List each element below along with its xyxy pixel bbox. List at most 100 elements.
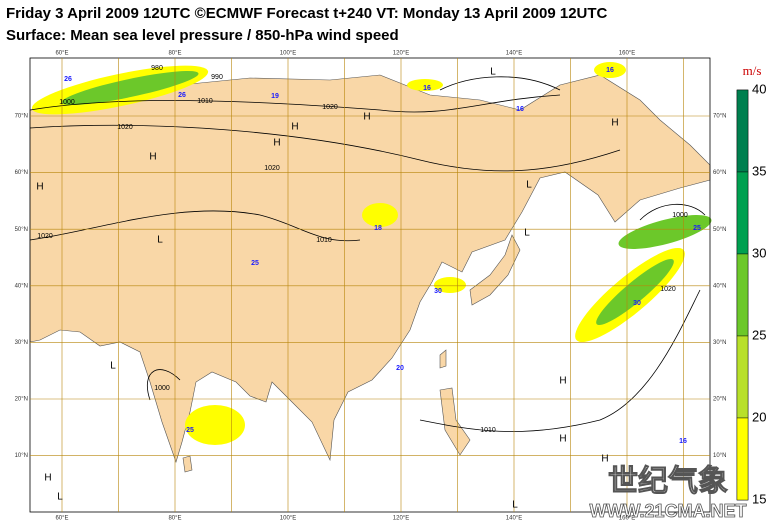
isobar-label: 1010	[197, 98, 213, 105]
latitude-label: 70°N	[713, 114, 726, 120]
wind-patch	[362, 203, 398, 227]
isobar-label: 1020	[660, 286, 676, 293]
title: Friday 3 April 2009 12UTC ©ECMWF Forecas…	[6, 5, 608, 22]
land-philippines	[439, 387, 471, 456]
isobar-label: 1010	[480, 427, 496, 434]
longitude-label: 160°E	[619, 51, 635, 57]
isobar-label: 1020	[37, 233, 53, 240]
wind-max-label: 16	[606, 67, 614, 74]
pressure-center: H	[44, 473, 51, 484]
isobar	[29, 94, 561, 113]
pressure-center: H	[291, 122, 298, 133]
land-sri-lanka	[182, 455, 193, 473]
wind-max-label: 16	[516, 106, 524, 113]
colorbar-segment	[736, 89, 749, 173]
wind-max-label: 25	[186, 427, 194, 434]
isobar	[146, 369, 181, 401]
latitude-label: 10°N	[713, 453, 726, 459]
colorbar-level: 15	[752, 491, 766, 506]
wind-patch	[594, 62, 626, 78]
wind-max-label: 19	[271, 93, 279, 100]
pressure-center: L	[526, 180, 532, 191]
wind-shading	[31, 62, 712, 445]
wind-max-label: 16	[679, 438, 687, 445]
wind-max-label: 18	[374, 225, 382, 232]
isobar-label: 1020	[264, 165, 280, 172]
wind-patch	[434, 277, 466, 293]
isobar-label: 1000	[59, 99, 75, 106]
latitude-label: 50°N	[15, 227, 28, 233]
isobar-label: 1020	[322, 104, 338, 111]
longitude-label: 140°E	[506, 51, 522, 57]
map-frame	[29, 57, 711, 513]
latitude-label: 70°N	[15, 114, 28, 120]
wind-max-label: 26	[64, 76, 72, 83]
isobar	[639, 203, 706, 221]
pressure-center: H	[611, 118, 618, 129]
pressure-center: H	[149, 152, 156, 163]
longitude-label: 100°E	[280, 516, 296, 522]
pressure-center: H	[559, 434, 566, 445]
longitude-label: 60°E	[55, 516, 68, 522]
land-taiwan	[439, 349, 447, 369]
pressure-center: H	[363, 112, 370, 123]
latitude-label: 30°N	[15, 340, 28, 346]
latitude-label: 60°N	[713, 170, 726, 176]
colorbar-level: 35	[752, 163, 766, 178]
longitude-label: 140°E	[506, 516, 522, 522]
isobar-label: 1020	[117, 124, 133, 131]
colorbar-segment	[736, 417, 749, 501]
longitude-label: 80°E	[168, 51, 181, 57]
wind-patch	[61, 70, 199, 106]
wind-max-label: 30	[633, 300, 641, 307]
latitude-label: 20°N	[713, 397, 726, 403]
longitude-label: 100°E	[280, 51, 296, 57]
colorbar-level: 30	[752, 245, 766, 260]
wind-patch	[596, 258, 674, 326]
latitude-label: 40°N	[713, 283, 726, 289]
pressure-center: L	[110, 361, 116, 372]
latitude-label: 60°N	[15, 170, 28, 176]
wind-max-label: 25	[693, 225, 701, 232]
wind-patch	[618, 215, 712, 249]
wind-max-label: 30	[434, 288, 442, 295]
land	[29, 74, 711, 463]
colorbar-segment	[736, 253, 749, 337]
pressure-center: H	[273, 138, 280, 149]
isobar	[439, 76, 561, 91]
pressure-center: L	[490, 67, 496, 78]
longitude-label: 160°E	[619, 516, 635, 522]
pressure-center: H	[36, 182, 43, 193]
isobar-label: 1000	[154, 385, 170, 392]
colorbar-level: 25	[752, 327, 766, 342]
legend-unit: m/s	[743, 63, 762, 78]
wind-max-label: 20	[396, 365, 404, 372]
latitude-label: 10°N	[15, 453, 28, 459]
latitude-label: 40°N	[15, 283, 28, 289]
colorbar-level: 20	[752, 409, 766, 424]
pressure-center: H	[601, 454, 608, 465]
pressure-center: L	[524, 228, 530, 239]
wind-patch	[185, 405, 245, 445]
watermark-name: 世纪气象	[608, 465, 728, 498]
watermark-url: WWW.21CMA.NET	[590, 501, 747, 521]
wind-max-label: 25	[251, 260, 259, 267]
longitude-label: 120°E	[393, 516, 409, 522]
latitude-label: 20°N	[15, 397, 28, 403]
latitude-label: 50°N	[713, 227, 726, 233]
pressure-center: L	[157, 235, 163, 246]
land-japan	[469, 234, 521, 306]
latitude-label: 30°N	[713, 340, 726, 346]
isobar-label: 990	[211, 74, 223, 81]
isobar	[419, 289, 701, 432]
subtitle: Surface: Mean sea level pressure / 850-h…	[6, 27, 399, 44]
pressure-center: H	[559, 376, 566, 387]
wind-patch	[407, 79, 443, 91]
longitude-label: 120°E	[393, 51, 409, 57]
isobar-label: 1000	[672, 212, 688, 219]
isobar	[29, 124, 621, 172]
isobar-label: 1010	[316, 237, 332, 244]
colorbar-level: 40	[752, 81, 766, 96]
